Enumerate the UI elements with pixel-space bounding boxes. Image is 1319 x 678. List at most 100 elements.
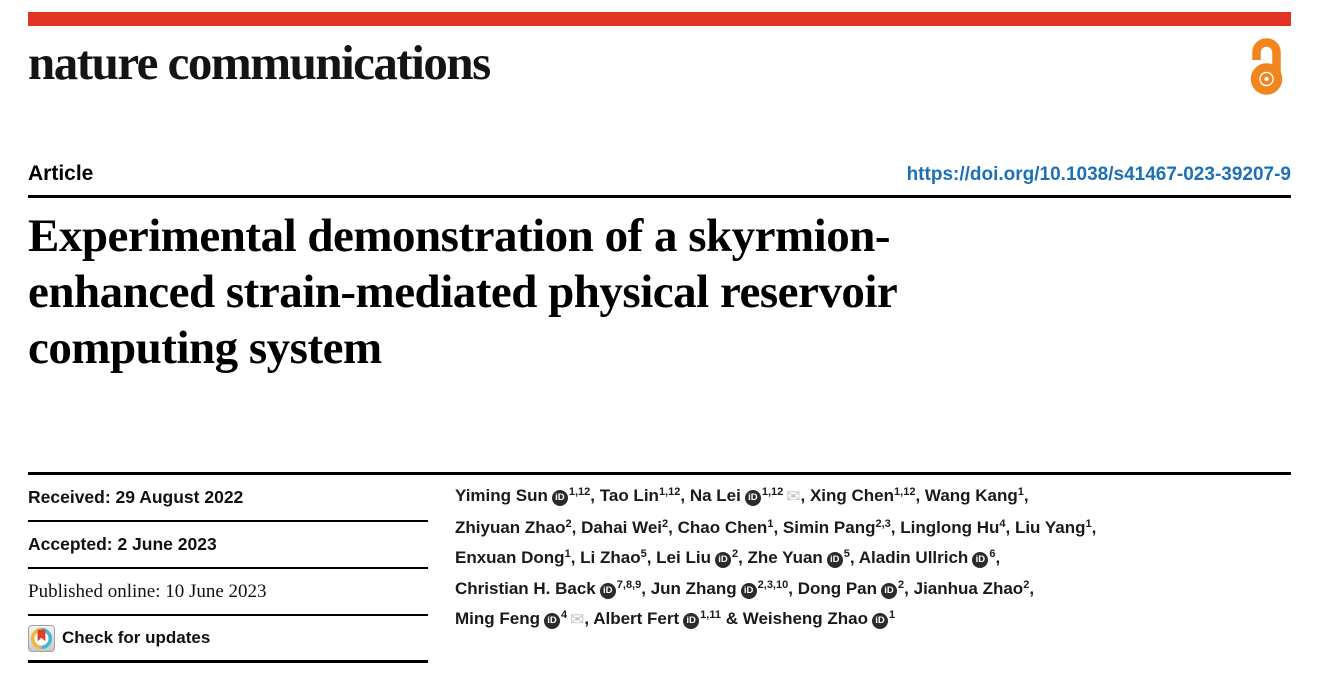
author-separator: , bbox=[668, 517, 678, 537]
affiliation-superscript: 1,12 bbox=[894, 486, 916, 498]
author-separator: , bbox=[571, 517, 582, 537]
author-separator: , bbox=[570, 548, 581, 567]
author-name: Yiming Sun iD 1,12 bbox=[455, 486, 591, 507]
affiliation-superscript: 2 bbox=[565, 517, 572, 530]
affiliation-superscript: 1 bbox=[564, 548, 571, 560]
author-name: Wang Kang1 bbox=[924, 486, 1024, 505]
author-separator: , bbox=[1023, 486, 1029, 505]
author-name: Tao Lin1,12 bbox=[599, 486, 681, 505]
author-separator: , bbox=[680, 486, 690, 505]
orcid-icon[interactable]: iD bbox=[683, 613, 700, 630]
author-name: Jun Zhang iD 2,3,10 bbox=[650, 578, 789, 599]
orcid-icon[interactable]: iD bbox=[740, 582, 757, 599]
check-for-updates-button[interactable]: Check for updates bbox=[28, 616, 428, 663]
envelope-icon[interactable]: ✉ bbox=[786, 487, 801, 506]
affiliation-superscript: 2 bbox=[731, 548, 739, 560]
affiliation-superscript: 1 bbox=[1017, 486, 1024, 498]
title-line-1: Experimental demonstration of a skyrmion… bbox=[28, 210, 891, 262]
doi-link[interactable]: https://doi.org/10.1038/s41467-023-39207… bbox=[906, 164, 1291, 185]
orcid-icon[interactable]: iD bbox=[543, 613, 560, 630]
author-name: Liu Yang1 bbox=[1014, 517, 1092, 537]
received-date: Received: 29 August 2022 bbox=[28, 475, 428, 522]
author-separator: , bbox=[1005, 517, 1015, 537]
journal-logo: nature communications bbox=[28, 35, 491, 90]
title-line-2: enhanced strain-mediated physical reserv… bbox=[28, 266, 898, 318]
author-name: Ming Feng iD 4 ✉ bbox=[455, 609, 585, 630]
meta-section: Received: 29 August 2022 Accepted: 2 Jun… bbox=[28, 472, 1291, 663]
author-name: Albert Fert iD 1,11 bbox=[593, 609, 721, 630]
author-separator: , bbox=[1029, 578, 1035, 598]
published-date: Published online: 10 June 2023 bbox=[28, 569, 428, 616]
author-separator: , bbox=[890, 517, 901, 537]
author-separator: , bbox=[646, 548, 657, 567]
affiliation-superscript: 4 bbox=[560, 609, 568, 621]
article-title: Experimental demonstration of a skyrmion… bbox=[28, 208, 1291, 376]
orcid-icon[interactable]: iD bbox=[551, 490, 568, 507]
author-separator: , bbox=[800, 486, 810, 505]
affiliation-superscript: 2 bbox=[662, 517, 669, 530]
affiliation-superscript: 2 bbox=[898, 578, 905, 591]
orcid-icon[interactable]: iD bbox=[599, 582, 616, 599]
envelope-icon[interactable]: ✉ bbox=[570, 610, 585, 629]
published-date-text: Published online: 10 June 2023 bbox=[28, 580, 267, 602]
orcid-icon[interactable]: iD bbox=[714, 552, 731, 569]
author-separator: , bbox=[590, 486, 600, 505]
author-separator: , bbox=[1091, 517, 1097, 537]
affiliation-superscript: 1,12 bbox=[658, 486, 681, 498]
author-name: Na Lei iD 1,12 ✉ bbox=[689, 486, 801, 507]
accepted-date-text: Accepted: 2 June 2023 bbox=[28, 534, 217, 554]
article-type-label: Article bbox=[28, 162, 94, 185]
author-separator: , bbox=[915, 486, 925, 505]
received-date-text: Received: 29 August 2022 bbox=[28, 487, 244, 507]
orcid-icon[interactable]: iD bbox=[872, 613, 889, 630]
author-name: Dahai Wei2 bbox=[581, 517, 669, 537]
affiliation-superscript: 2,3,10 bbox=[757, 578, 789, 591]
author-name: Xing Chen1,12 bbox=[809, 486, 916, 505]
affiliation-superscript: 1,12 bbox=[568, 486, 591, 498]
affiliation-superscript: 1,12 bbox=[761, 486, 784, 498]
orcid-icon[interactable]: iD bbox=[972, 552, 989, 569]
affiliation-superscript: 1 bbox=[889, 609, 896, 621]
affiliation-superscript: 1,11 bbox=[700, 609, 721, 621]
affiliation-superscript: 5 bbox=[640, 548, 647, 560]
author-separator: , bbox=[641, 578, 651, 598]
author-name: Linglong Hu4 bbox=[900, 517, 1006, 537]
author-separator: , bbox=[738, 548, 748, 567]
author-separator: , bbox=[995, 548, 1001, 567]
affiliation-superscript: 1 bbox=[767, 517, 774, 530]
title-line-3: computing system bbox=[28, 322, 382, 374]
affiliation-superscript: 1 bbox=[1085, 517, 1092, 530]
author-name: Christian H. Back iD 7,8,9 bbox=[455, 578, 642, 599]
orcid-icon[interactable]: iD bbox=[826, 552, 843, 569]
affiliation-superscript: 6 bbox=[989, 548, 996, 560]
affiliation-superscript: 5 bbox=[843, 548, 850, 560]
author-name: Zhiyuan Zhao2 bbox=[455, 517, 572, 537]
author-separator: , bbox=[849, 548, 859, 567]
author-list: Yiming Sun iD 1,12, Tao Lin1,12, Na Lei iD 1… bbox=[428, 475, 1291, 663]
author-separator: , bbox=[584, 609, 594, 628]
author-name: Zhe Yuan iD 5 bbox=[747, 548, 850, 569]
author-separator: & bbox=[720, 609, 743, 628]
orcid-icon[interactable]: iD bbox=[744, 490, 761, 507]
affiliation-superscript: 2 bbox=[1023, 578, 1030, 591]
author-separator: , bbox=[773, 517, 783, 537]
author-name: Li Zhao5 bbox=[580, 548, 647, 567]
masthead: nature communications bbox=[28, 34, 1291, 98]
affiliation-superscript: 4 bbox=[999, 517, 1006, 530]
article-header-row: Article https://doi.org/10.1038/s41467-0… bbox=[28, 162, 1291, 198]
author-name: Jianhua Zhao2 bbox=[913, 578, 1030, 598]
author-name: Aladin Ullrich iD 6 bbox=[858, 548, 996, 569]
affiliation-superscript: 2,3 bbox=[875, 517, 891, 530]
author-name: Enxuan Dong1 bbox=[455, 548, 571, 567]
dates-column: Received: 29 August 2022 Accepted: 2 Jun… bbox=[28, 475, 428, 663]
author-name: Weisheng Zhao iD 1 bbox=[742, 609, 896, 630]
author-separator: , bbox=[904, 578, 914, 598]
author-name: Dong Pan iD 2 bbox=[797, 578, 905, 599]
orcid-icon[interactable]: iD bbox=[881, 582, 898, 599]
crossmark-icon bbox=[28, 624, 55, 652]
affiliation-superscript: 7,8,9 bbox=[616, 578, 642, 591]
author-name: Simin Pang2,3 bbox=[782, 517, 891, 537]
check-for-updates-label: Check for updates bbox=[62, 628, 211, 647]
brand-bar bbox=[28, 12, 1291, 26]
